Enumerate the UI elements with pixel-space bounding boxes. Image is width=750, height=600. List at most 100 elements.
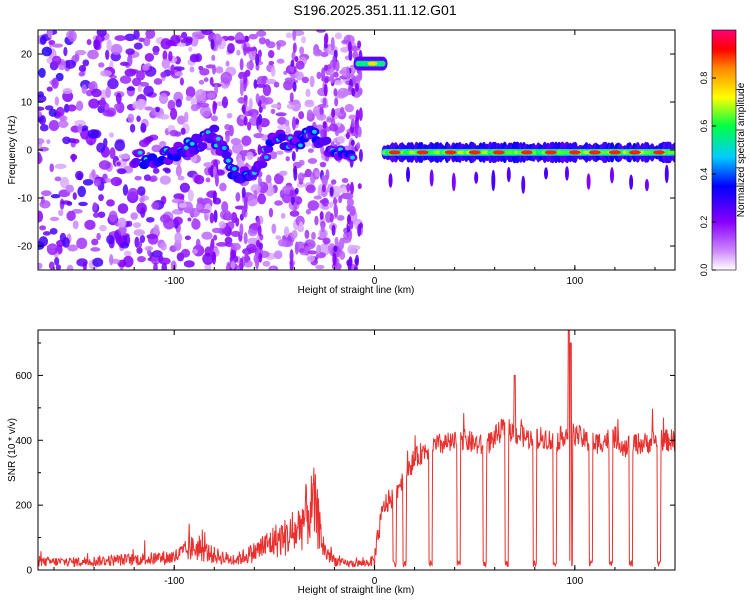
spectrogram-streak	[346, 183, 351, 193]
spectrogram-streak	[325, 169, 330, 181]
spectrogram-noise-blob	[60, 200, 72, 205]
colorbar-tick-label: 0.2	[699, 216, 709, 229]
spectrogram-noise-blob	[170, 260, 177, 270]
spectrogram-noise-blob	[50, 194, 61, 199]
colorbar-tick-label: 0.0	[699, 264, 709, 277]
spectrogram-noise-blob	[340, 106, 345, 115]
spectrogram-noise-blob	[87, 129, 100, 139]
spectrogram-noise-blob	[252, 112, 258, 119]
spectrogram-noise-blob	[81, 84, 87, 94]
spectrogram-streak	[294, 241, 299, 255]
spectrogram-noise-blob	[225, 131, 230, 143]
spectrogram-streak	[214, 172, 219, 187]
spectrogram-noise-blob	[87, 49, 99, 60]
spectrogram-streak	[321, 174, 326, 185]
spectrogram-spike	[644, 179, 649, 192]
spectrogram-noise-blob	[277, 116, 287, 125]
spectrogram-spike	[429, 169, 434, 187]
spectrogram-streak	[289, 189, 294, 198]
spectrogram-noise-blob	[348, 114, 357, 120]
spectrogram-noise-blob	[104, 178, 112, 183]
spectrogram-noise-blob	[146, 216, 155, 223]
spectrogram-noise-blob	[39, 225, 47, 231]
spectrogram-noise-blob	[65, 184, 75, 194]
spectrogram-noise-blob	[314, 170, 321, 178]
spectrogram-streak	[241, 153, 246, 162]
spectrogram-streak	[347, 41, 352, 53]
spectrogram-noise-blob	[321, 197, 329, 207]
spectrogram-noise-blob	[114, 103, 120, 110]
spectrogram-noise-blob	[100, 70, 112, 77]
snr-ytick-label: 200	[15, 501, 32, 512]
spectrogram-streak	[294, 55, 299, 63]
spectrogram-noise-blob	[174, 232, 183, 244]
spectrogram-noise-blob	[300, 36, 307, 44]
spectrogram-streak	[257, 49, 262, 58]
spectrogram-noise-blob	[144, 106, 153, 111]
spectrogram-noise-blob	[235, 217, 240, 227]
spectrogram-streak	[253, 189, 258, 199]
spectrogram-noise-blob	[138, 139, 150, 148]
spectrogram-noise-blob	[281, 192, 292, 204]
spectrogram-streak	[357, 183, 362, 190]
spectrogram-noise-blob	[72, 220, 79, 230]
spectrogram-streak	[348, 49, 353, 62]
spectrogram-noise-blob	[231, 142, 244, 154]
spectrogram-noise-blob	[74, 119, 86, 127]
spectrogram-noise-blob	[139, 235, 146, 244]
spectrogram-noise-blob	[38, 152, 42, 164]
colorbar-tick-label: 0.6	[699, 120, 709, 133]
spectrogram-noise-blob	[277, 238, 287, 247]
spectrogram-heatmap	[38, 30, 675, 270]
spectrogram-xlabel: Height of straight line (km)	[298, 285, 415, 296]
spectrogram-line-core	[367, 61, 378, 66]
spectrogram-noise-blob	[92, 257, 104, 268]
spectrogram-spike	[474, 171, 479, 184]
spectrogram-noise-blob	[137, 186, 146, 196]
spectrogram-noise-blob	[268, 60, 275, 66]
spectrogram-noise-blob	[38, 94, 47, 103]
spectrogram-noise-blob	[96, 142, 106, 153]
spectrogram-noise-blob	[55, 72, 64, 82]
spectrogram-streak	[351, 87, 356, 97]
spectrogram-track-core	[263, 155, 269, 160]
spectrogram-noise-blob	[99, 97, 106, 109]
spectrogram-streak	[289, 259, 294, 270]
spectrogram-noise-blob	[39, 124, 49, 132]
spectrogram-noise-blob	[221, 96, 229, 109]
chart-title: S196.2025.351.11.12.G01	[293, 2, 457, 18]
spectrogram-noise-blob	[183, 260, 195, 268]
snr-xtick-label: 0	[372, 576, 378, 587]
spectrogram-noise-blob	[126, 86, 136, 91]
spectrogram-streak	[212, 190, 217, 203]
spectrogram-streak	[319, 106, 324, 116]
spectrogram-noise-blob	[258, 37, 267, 45]
spectrogram-noise-blob	[315, 30, 327, 33]
spectrogram-spike	[609, 167, 614, 184]
spectrogram-streak	[239, 82, 244, 96]
spectrogram-noise-blob	[173, 216, 183, 226]
spectrogram-streak	[241, 206, 246, 218]
spectrogram-noise-blob	[38, 106, 45, 111]
spectrogram-streak	[358, 148, 363, 162]
spectrogram-streak	[258, 106, 263, 114]
spectrogram-noise-blob	[59, 115, 68, 122]
spectrogram-noise-blob	[147, 233, 159, 245]
spectrogram-noise-blob	[328, 123, 339, 132]
spectrogram-streak	[243, 115, 248, 126]
spectrogram-noise-blob	[314, 215, 319, 226]
spectrogram-noise-blob	[177, 175, 185, 181]
spectrogram-streak	[292, 30, 297, 42]
spectrogram-hot-segment	[544, 150, 557, 155]
spectrogram-streak	[319, 211, 324, 220]
spectrogram-noise-blob	[305, 184, 316, 194]
snr-ytick-label: 0	[26, 566, 32, 577]
spectrogram-track-blob	[257, 160, 268, 169]
spectrogram-noise-blob	[202, 252, 214, 265]
spectrogram-noise-blob	[115, 92, 122, 104]
spectrogram-noise-blob	[319, 229, 327, 239]
spectrogram-spike	[544, 167, 549, 180]
spectrogram-noise-blob	[265, 78, 277, 85]
spectrogram-noise-blob	[47, 30, 53, 39]
